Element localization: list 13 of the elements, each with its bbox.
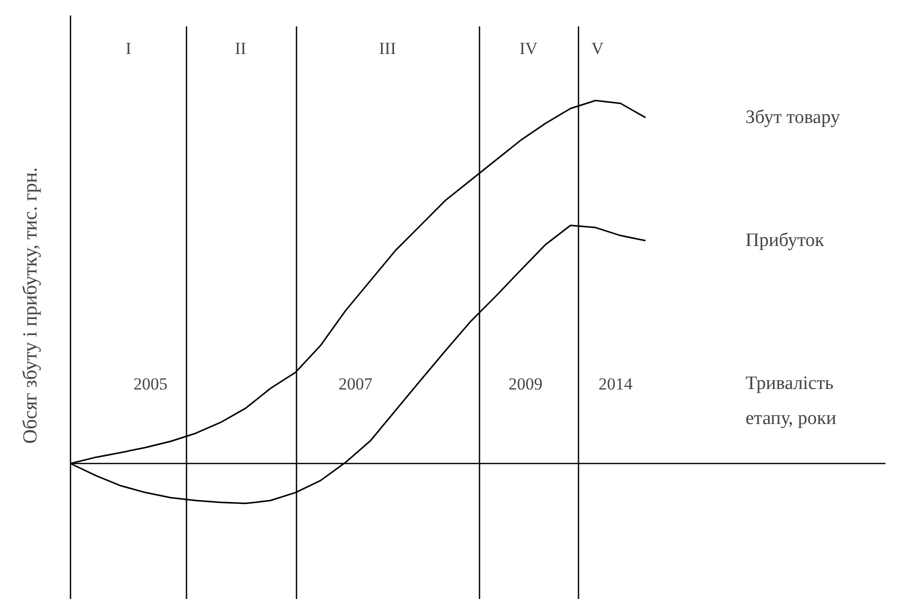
annotation: 2014 [598, 374, 633, 394]
text: IV [520, 39, 538, 58]
text: Збут товару [746, 107, 840, 128]
text: III [379, 39, 396, 58]
y-axis-title: Обсяг збуту і прибутку, тис. грн. [20, 167, 42, 444]
annotation: 2005 [134, 374, 168, 394]
text: I [126, 39, 132, 58]
annotation: 2007 [338, 374, 373, 394]
text: Прибуток [746, 230, 825, 252]
annotation: 2009 [508, 374, 542, 394]
text: II [234, 39, 246, 58]
text: Тривалість етапу, роки [746, 373, 836, 429]
text: V [591, 39, 604, 58]
